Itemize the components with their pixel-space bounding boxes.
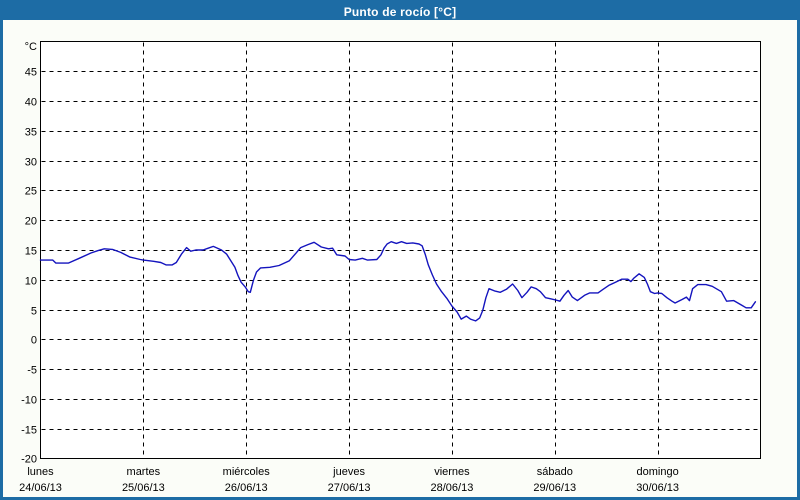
y-tick-label: 35 (25, 127, 37, 139)
dew-point-series-line (39, 240, 757, 322)
plot-border (40, 41, 761, 459)
x-day-date-label: 25/06/13 (122, 482, 165, 494)
y-tick-label: 20 (25, 216, 37, 228)
x-day-name-label: jueves (332, 466, 365, 478)
y-tick-label: 40 (25, 97, 37, 109)
x-day-date-label: 24/06/13 (19, 482, 62, 494)
y-tick-label: 30 (25, 157, 37, 169)
y-axis-unit-label: °C (25, 41, 37, 53)
x-day-date-label: 27/06/13 (328, 482, 371, 494)
x-day-name-label: lunes (27, 466, 54, 478)
x-day-name-label: martes (127, 466, 161, 478)
x-day-name-label: domingo (637, 466, 679, 478)
x-day-name-label: sábado (537, 466, 573, 478)
y-tick-label: -5 (27, 365, 37, 377)
y-tick-label: 5 (31, 306, 37, 318)
y-tick-label: 25 (25, 186, 37, 198)
y-tick-label: 45 (25, 67, 37, 79)
x-day-name-label: miércoles (223, 466, 271, 478)
chart-title-bar: Punto de rocío [°C] (3, 3, 797, 20)
x-day-date-label: 26/06/13 (225, 482, 268, 494)
y-tick-label: 0 (31, 335, 37, 347)
y-axis-bottom-label: -20 (21, 454, 37, 466)
x-day-name-label: viernes (434, 466, 470, 478)
y-tick-label: 10 (25, 276, 37, 288)
x-day-date-label: 28/06/13 (431, 482, 474, 494)
x-day-date-label: 30/06/13 (636, 482, 679, 494)
y-tick-label: -15 (21, 425, 37, 437)
x-day-date-label: 29/06/13 (533, 482, 576, 494)
chart-title: Punto de rocío [°C] (343, 4, 457, 19)
y-tick-label: -10 (21, 395, 37, 407)
y-tick-label: 15 (25, 246, 37, 258)
